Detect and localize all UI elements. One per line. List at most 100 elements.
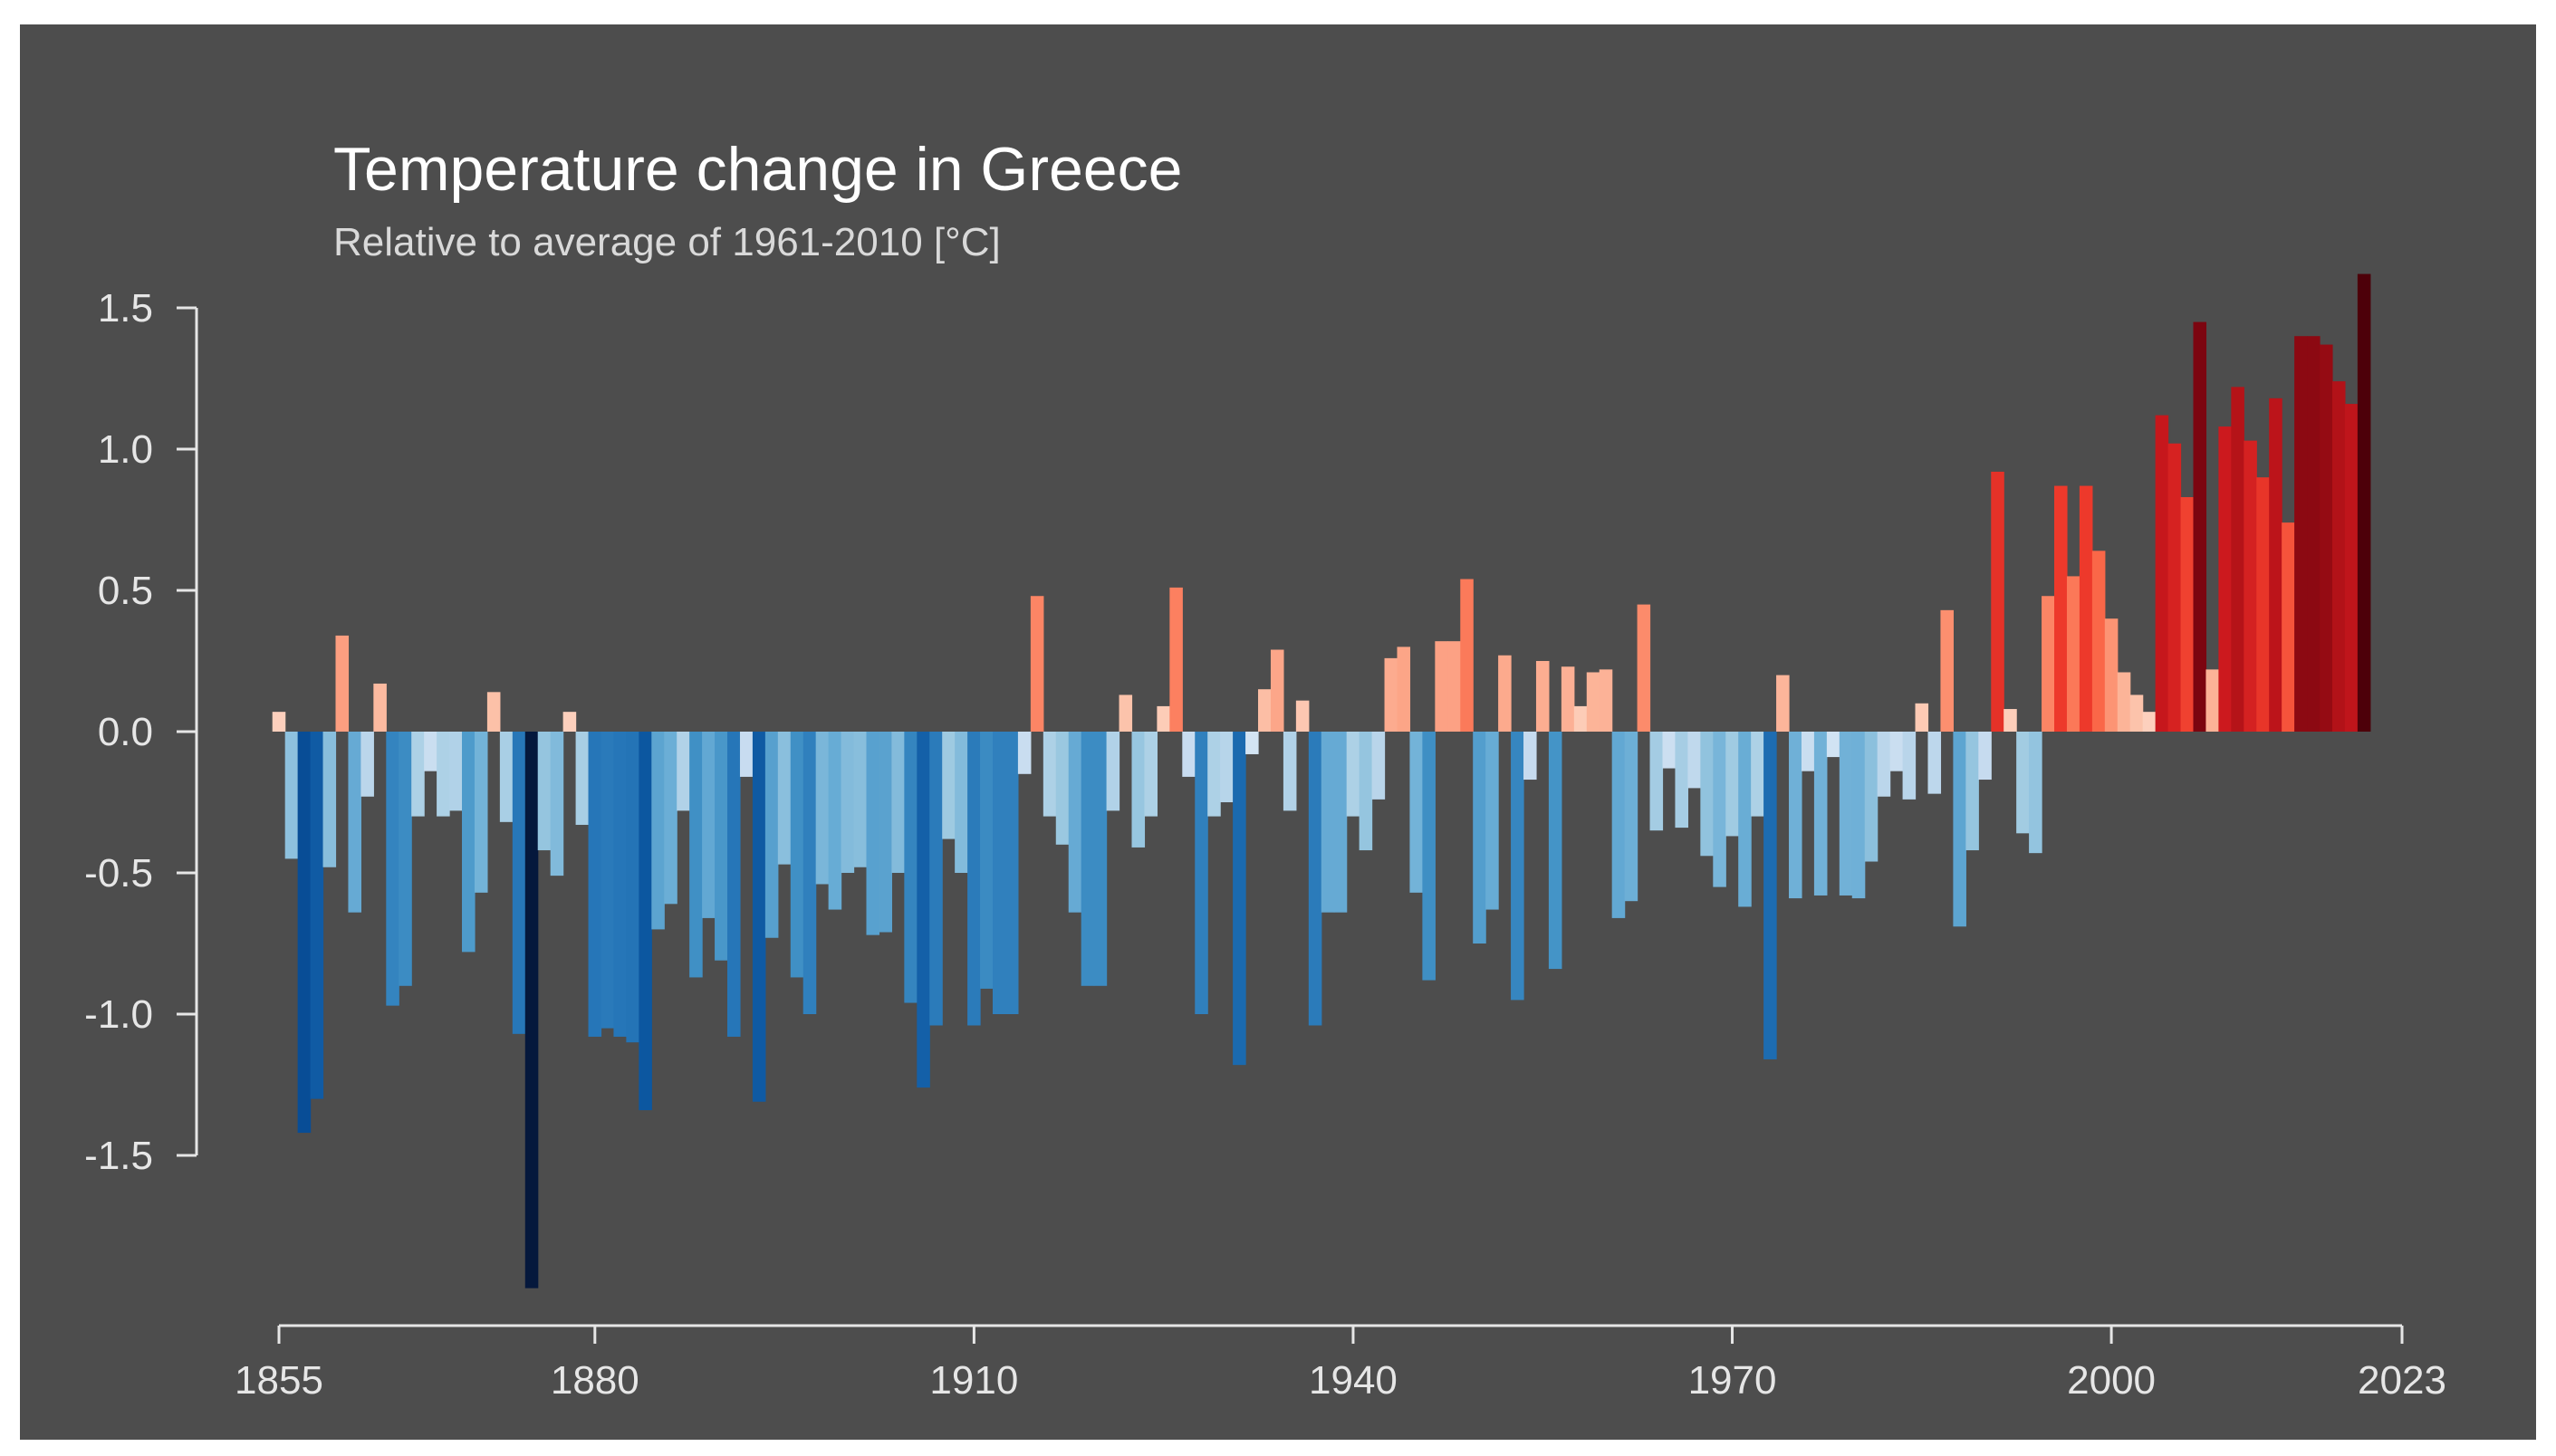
- bar-1871: [474, 732, 488, 893]
- y-tick-label: 0.5: [98, 569, 153, 613]
- bar-1857: [297, 732, 312, 1134]
- bar-1862: [360, 732, 374, 797]
- bar-1928: [1195, 732, 1208, 1014]
- bar-1923: [1131, 732, 1146, 848]
- bar-1975: [1789, 732, 1802, 899]
- bar-1984: [1902, 732, 1917, 800]
- bar-1947: [1435, 641, 1448, 732]
- x-tick-label: 1910: [929, 1358, 1018, 1403]
- bar-1934: [1270, 649, 1284, 732]
- bar-1915: [1030, 596, 1044, 732]
- bar-1913: [1004, 732, 1019, 1014]
- bar-1949: [1460, 579, 1474, 732]
- bar-1909: [955, 732, 968, 873]
- bar-1945: [1409, 732, 1423, 893]
- bar-2015: [2294, 336, 2308, 732]
- bar-1981: [1864, 732, 1879, 862]
- bar-1956: [1548, 732, 1562, 970]
- bar-1887: [677, 732, 690, 811]
- bar-1904: [891, 732, 905, 873]
- bar-1941: [1359, 732, 1373, 851]
- bar-1957: [1561, 666, 1575, 732]
- bar-1965: [1662, 732, 1677, 769]
- bar-1990: [1978, 732, 1992, 781]
- bar-1929: [1207, 732, 1221, 817]
- bar-1978: [1826, 732, 1840, 758]
- chart-title: Temperature change in Greece: [333, 135, 1182, 204]
- bar-2000: [2104, 618, 2119, 732]
- bar-1932: [1245, 732, 1259, 754]
- bar-1971: [1738, 732, 1752, 907]
- bar-1916: [1043, 732, 1057, 817]
- bar-1901: [853, 732, 868, 867]
- bar-1924: [1144, 732, 1158, 817]
- bar-1931: [1233, 732, 1246, 1066]
- bar-1946: [1422, 732, 1436, 981]
- bar-1950: [1473, 732, 1486, 944]
- bar-1942: [1371, 732, 1386, 800]
- bar-1874: [512, 732, 526, 1034]
- bar-1939: [1333, 732, 1348, 913]
- bar-1894: [764, 732, 779, 938]
- bar-1883: [626, 732, 639, 1043]
- bar-1968: [1700, 732, 1714, 857]
- bar-1974: [1776, 675, 1790, 732]
- bar-1943: [1384, 657, 1398, 732]
- bar-1898: [815, 732, 830, 885]
- x-axis: 1855 1880 1910 1940 1970 2000 2023: [235, 1324, 2446, 1403]
- y-tick-label: -1.5: [84, 1134, 153, 1178]
- bar-1881: [601, 732, 615, 1029]
- x-tick-label: 1970: [1688, 1358, 1777, 1403]
- bar-1900: [841, 732, 855, 873]
- chart-panel: Temperature change in Greece Relative to…: [20, 24, 2536, 1440]
- bar-1872: [486, 692, 501, 732]
- bar-1963: [1637, 604, 1651, 732]
- bar-1864: [386, 732, 399, 1006]
- bar-1895: [777, 732, 792, 865]
- bar-1878: [562, 712, 577, 732]
- y-axis: 1.5 1.0 0.5 0.0 -0.5 -1.0 -1.5: [84, 286, 198, 1178]
- bar-1967: [1687, 732, 1701, 789]
- bar-2004: [2155, 415, 2169, 732]
- bar-1880: [588, 732, 602, 1037]
- bar-1988: [1953, 732, 1966, 927]
- bar-1976: [1801, 732, 1815, 771]
- bar-1921: [1106, 732, 1120, 811]
- bar-1982: [1877, 732, 1891, 797]
- bar-2009: [2218, 426, 2232, 732]
- bar-1936: [1295, 700, 1310, 732]
- bar-2005: [2167, 443, 2182, 732]
- bar-1996: [2054, 485, 2068, 732]
- bar-1856: [284, 732, 299, 859]
- bar-1986: [1927, 732, 1942, 794]
- bar-1940: [1346, 732, 1360, 817]
- bar-2006: [2180, 497, 2195, 732]
- bar-1889: [702, 732, 716, 918]
- bar-1882: [613, 732, 627, 1037]
- bar-1861: [348, 732, 361, 913]
- bar-1890: [715, 732, 728, 961]
- y-tick-label: -0.5: [84, 851, 153, 896]
- bar-1993: [2016, 732, 2030, 834]
- bar-1960: [1599, 669, 1613, 732]
- bar-1935: [1283, 732, 1297, 811]
- bar-1953: [1511, 732, 1524, 1001]
- x-tick-label: 1855: [235, 1358, 323, 1403]
- bar-1910: [967, 732, 981, 1026]
- bar-1937: [1308, 732, 1322, 1026]
- bar-1892: [739, 732, 754, 777]
- bar-1955: [1535, 661, 1550, 732]
- bar-1918: [1068, 732, 1082, 913]
- bar-2011: [2244, 440, 2257, 732]
- bar-1951: [1485, 732, 1499, 910]
- bar-1961: [1611, 732, 1626, 918]
- bar-1994: [2029, 732, 2042, 854]
- bar-1911: [980, 732, 994, 989]
- bar-1991: [1991, 471, 2004, 732]
- bar-1903: [879, 732, 892, 933]
- bar-1899: [828, 732, 842, 910]
- bar-1907: [929, 732, 943, 1026]
- chart-subtitle: Relative to average of 1961-2010 [°C]: [333, 220, 1001, 264]
- bar-2017: [2320, 344, 2333, 732]
- bar-1980: [1851, 732, 1866, 899]
